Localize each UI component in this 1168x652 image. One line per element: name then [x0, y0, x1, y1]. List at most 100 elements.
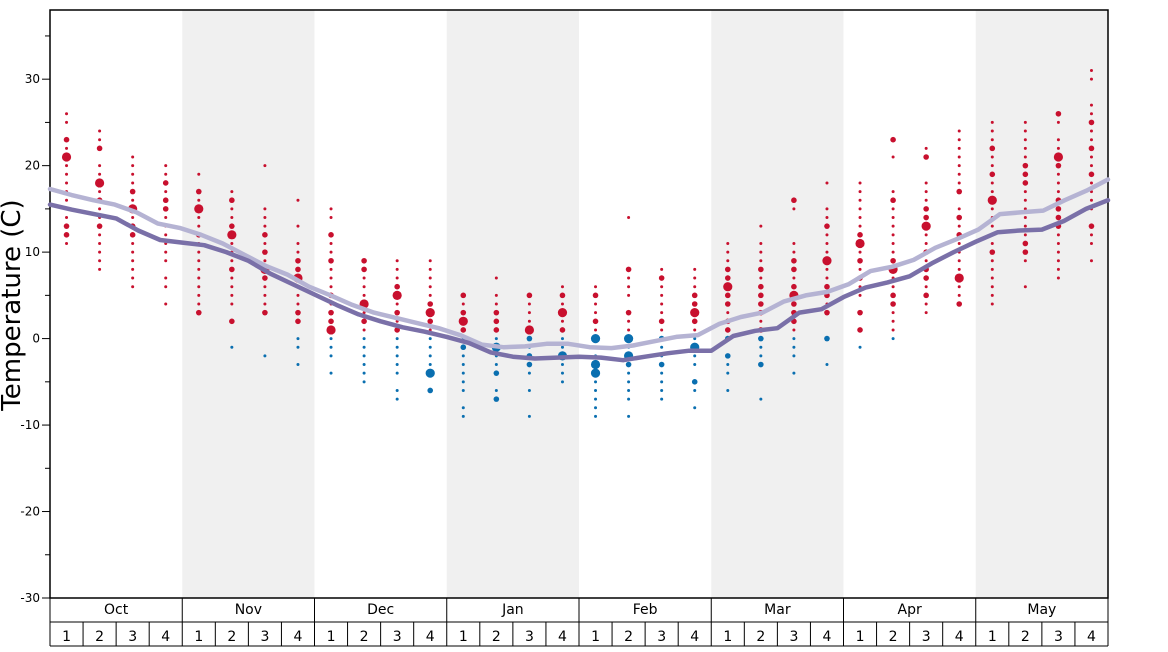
observation-dot [98, 267, 102, 271]
observation-dot [693, 388, 697, 392]
observation-dot [362, 293, 366, 297]
observation-dot [660, 267, 664, 271]
observation-dot [164, 172, 168, 176]
observation-dot [263, 207, 267, 211]
observation-dot [625, 361, 632, 368]
observation-dot [460, 309, 467, 316]
observation-dot [527, 371, 531, 375]
week-label: 4 [426, 629, 435, 645]
observation-dot [693, 354, 697, 358]
observation-dot [362, 363, 366, 367]
observation-dot [594, 302, 598, 306]
observation-dot [263, 293, 267, 297]
observation-dot [263, 259, 267, 263]
week-label: 2 [95, 629, 104, 645]
month-band-nov [182, 10, 315, 598]
observation-dot [792, 241, 796, 245]
observation-dot [627, 293, 631, 297]
observation-dot [362, 328, 366, 332]
observation-dot [891, 241, 895, 245]
observation-dot [131, 276, 135, 280]
month-label-apr: Apr [898, 602, 922, 618]
observation-dot [824, 283, 830, 290]
observation-dot [96, 223, 103, 229]
observation-dot [989, 145, 996, 152]
observation-dot [792, 328, 796, 332]
observation-dot [131, 250, 135, 254]
week-label: 3 [922, 629, 931, 645]
observation-dot [957, 164, 961, 168]
observation-dot [195, 309, 202, 316]
week-label: 4 [955, 629, 964, 645]
observation-dot [296, 198, 300, 202]
observation-dot [724, 353, 731, 359]
observation-dot [825, 267, 829, 271]
observation-dot [1023, 138, 1027, 142]
observation-dot [164, 233, 168, 237]
week-label: 1 [856, 629, 865, 645]
observation-dot [956, 214, 963, 221]
observation-dot [1088, 145, 1095, 152]
observation-dot [1089, 259, 1093, 263]
observation-dot [858, 224, 862, 228]
observation-dot [428, 354, 432, 358]
observation-dot [428, 267, 432, 271]
week-label: 1 [723, 629, 732, 645]
observation-dot [660, 380, 664, 384]
observation-dot [990, 155, 994, 159]
observation-dot [494, 302, 498, 306]
observation-dot [990, 224, 994, 228]
week-label: 4 [823, 629, 832, 645]
observation-dot [493, 318, 500, 325]
observation-dot [924, 181, 928, 185]
observation-dot [890, 197, 896, 204]
observation-dot [329, 216, 333, 220]
observation-dot [924, 302, 928, 306]
observation-dot [230, 216, 234, 220]
observation-dot [392, 290, 402, 300]
week-label: 4 [690, 629, 699, 645]
observation-dot [362, 380, 366, 384]
observation-dot [195, 188, 202, 195]
observation-dot [263, 224, 267, 228]
observation-dot [197, 216, 201, 220]
observation-dot [990, 276, 994, 280]
observation-dot [98, 207, 102, 211]
observation-dot [458, 316, 468, 326]
y-axis-label: Temperature (C) [0, 199, 27, 411]
observation-dot [1023, 190, 1027, 194]
observation-dot [494, 293, 498, 297]
observation-dot [1023, 285, 1027, 289]
observation-dot [990, 241, 994, 245]
observation-dot [527, 302, 531, 306]
observation-dot [660, 293, 664, 297]
observation-dot [858, 181, 862, 185]
observation-dot [990, 120, 994, 124]
observation-dot [98, 241, 102, 245]
observation-dot [98, 164, 102, 168]
observation-dot [493, 370, 500, 376]
observation-dot [197, 302, 201, 306]
observation-dot [1088, 223, 1095, 229]
observation-dot [627, 380, 631, 384]
observation-dot [428, 337, 432, 341]
week-label: 2 [360, 629, 369, 645]
observation-dot [791, 301, 797, 307]
observation-dot [65, 164, 69, 168]
observation-dot [394, 283, 400, 290]
month-band-jan [446, 10, 579, 598]
observation-dot [1055, 110, 1062, 117]
observation-dot [362, 311, 366, 315]
observation-dot [227, 230, 237, 240]
observation-dot [461, 380, 465, 384]
observation-dot [594, 285, 598, 289]
observation-dot [428, 276, 432, 280]
observation-dot [296, 250, 300, 254]
observation-dot [691, 301, 698, 307]
observation-dot [1023, 224, 1027, 228]
observation-dot [957, 267, 961, 271]
observation-dot [693, 328, 697, 332]
observation-dot [693, 276, 697, 280]
observation-dot [923, 275, 929, 281]
